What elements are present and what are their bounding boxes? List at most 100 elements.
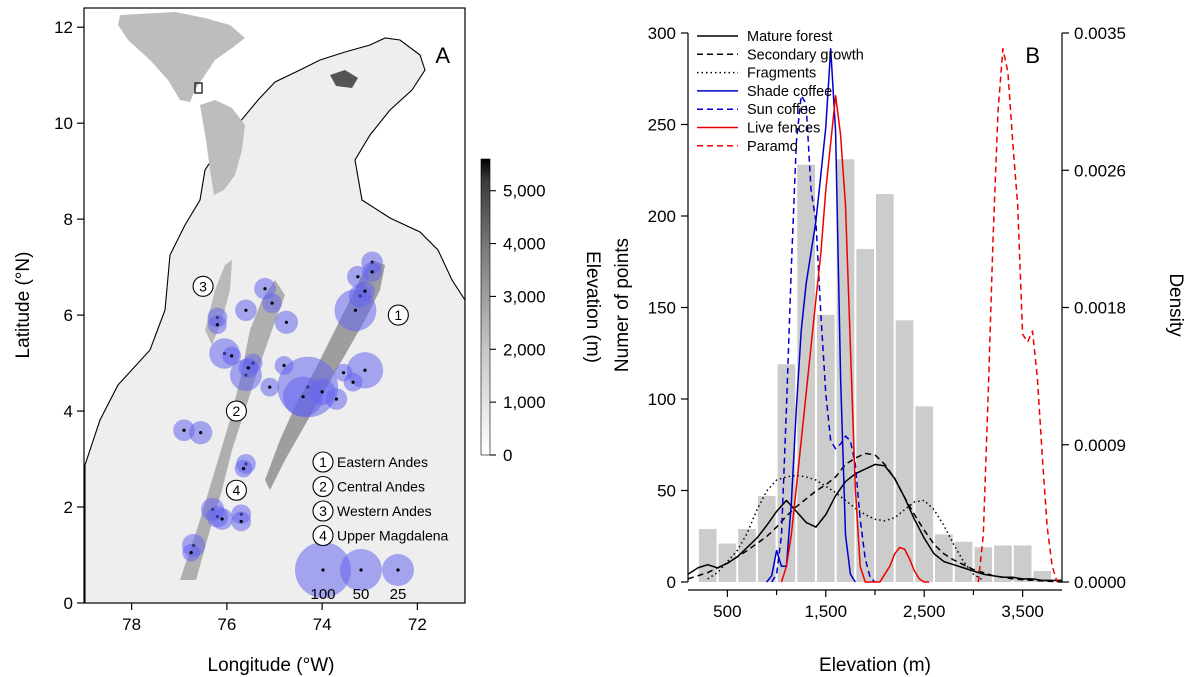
- survey-sites: [173, 251, 384, 562]
- count-tick-label: 150: [648, 299, 676, 318]
- density-tick-label: 0.0026: [1074, 161, 1126, 180]
- site-point: [241, 467, 246, 471]
- histogram-bar: [895, 320, 914, 582]
- colorbar-tick-label: 0: [503, 446, 512, 465]
- region-marker-number: 2: [233, 403, 241, 419]
- density-tick-label: 0.0000: [1074, 573, 1126, 592]
- density-y-label: Density: [1165, 273, 1184, 337]
- site-point: [320, 390, 324, 394]
- histogram-bar: [777, 364, 796, 582]
- inset-world-map: [118, 12, 245, 195]
- region-key-marker: [312, 475, 334, 498]
- site-point: [263, 287, 267, 291]
- region-key-number: 3: [319, 503, 327, 519]
- elevation-tick-label: 1,500: [805, 602, 848, 621]
- site-point: [246, 366, 250, 370]
- region-key-name: Western Andes: [337, 503, 432, 519]
- region-key-number: 2: [319, 479, 327, 495]
- histogram-bars: [698, 159, 1052, 583]
- site-point: [370, 270, 374, 274]
- elevation-tick-label: 3,500: [1001, 602, 1044, 621]
- site-point: [268, 385, 272, 389]
- region-key-marker: [312, 451, 334, 473]
- site-point: [363, 368, 367, 372]
- region-key-marker: [312, 500, 334, 522]
- density-tick-label: 0.0018: [1074, 299, 1126, 318]
- count-y-label: Numer of points: [612, 238, 633, 372]
- elevation-colorbar: [480, 158, 491, 456]
- site-point: [334, 397, 339, 401]
- map-y-tick-label: 12: [54, 18, 73, 37]
- region-marker: [225, 479, 247, 501]
- legend-label: Paramo: [747, 139, 798, 155]
- elevation-tick-label: 500: [713, 602, 741, 621]
- size-legend-label: 25: [390, 586, 407, 603]
- map-y-tick-label: 8: [64, 210, 73, 229]
- map-x-tick-label: 74: [313, 615, 332, 634]
- legend: Mature forest Secondary growth Fragments Sh…: [697, 29, 864, 155]
- density-lines: [687, 47, 1063, 583]
- histogram-bar: [994, 545, 1012, 582]
- histogram-bar: [1033, 571, 1052, 582]
- region-marker-number: 1: [394, 307, 402, 323]
- map-y-tick-label: 4: [64, 402, 73, 421]
- region-key-name: Eastern Andes: [337, 454, 428, 470]
- site-point: [215, 323, 219, 327]
- density-line: [977, 47, 1058, 583]
- site-point: [230, 354, 234, 358]
- elevation-x-label: Elevation (m): [819, 655, 931, 676]
- elevation-tick-label: 2,500: [903, 602, 946, 621]
- legend-label: Secondary growth: [747, 47, 864, 63]
- legend-label: Shade coffee: [747, 84, 832, 100]
- site-point: [356, 275, 360, 279]
- colorbar-tick-label: 1,000: [503, 393, 546, 412]
- site-point: [341, 371, 346, 375]
- site-point: [353, 308, 358, 312]
- legend-label: Sun coffee: [747, 102, 816, 118]
- site-point: [189, 551, 193, 555]
- site-point: [301, 395, 305, 399]
- map-x-tick-label: 78: [122, 615, 141, 634]
- histogram-bar: [698, 528, 717, 582]
- region-marker-number: 4: [233, 482, 241, 498]
- legend-label: Fragments: [747, 66, 816, 82]
- map-y-tick-label: 10: [54, 114, 73, 133]
- size-legend: 100 50 25: [295, 542, 414, 603]
- density-line: [707, 474, 984, 582]
- study-area-box: [194, 82, 203, 94]
- size-legend-point: [396, 568, 400, 572]
- histogram-bar: [738, 528, 756, 582]
- count-tick-label: 0: [667, 573, 676, 592]
- histogram-bar: [1013, 545, 1032, 582]
- density-line: [771, 94, 876, 583]
- region-key-name: Upper Magdalena: [337, 528, 449, 544]
- elevation-axes: 0 50 100 150 200 250 300 0.0000 0.0009 0.0018 0.00…: [648, 24, 1126, 621]
- region-marker: [387, 304, 409, 326]
- site-point: [244, 308, 248, 312]
- size-legend-point: [359, 568, 363, 572]
- density-tick-label: 0.0009: [1074, 436, 1126, 455]
- histogram-bar: [816, 314, 835, 582]
- density-line: [687, 452, 1063, 583]
- density-line: [780, 94, 930, 583]
- count-tick-label: 100: [648, 390, 676, 409]
- map-y-tick-label: 0: [64, 594, 73, 613]
- count-tick-label: 200: [648, 207, 676, 226]
- legend-label: Live fences: [747, 121, 820, 137]
- region-labels: 1 2 3 4 1 Eastern Andes 2 Central Andes 3 Western…: [192, 275, 449, 547]
- site-point: [282, 363, 286, 368]
- map-x-tick-label: 76: [217, 615, 236, 634]
- size-legend-point: [321, 568, 325, 572]
- site-point: [239, 519, 243, 524]
- map-x-tick-label: 72: [408, 615, 427, 634]
- region-key-marker: [312, 524, 334, 547]
- site-point: [220, 517, 224, 521]
- region-key-name: Central Andes: [337, 479, 425, 495]
- panel-label-b: B: [1025, 43, 1040, 68]
- map-frame: [83, 7, 466, 604]
- histogram-bar: [935, 534, 953, 582]
- map-y-label: Latitude (°N): [13, 252, 34, 359]
